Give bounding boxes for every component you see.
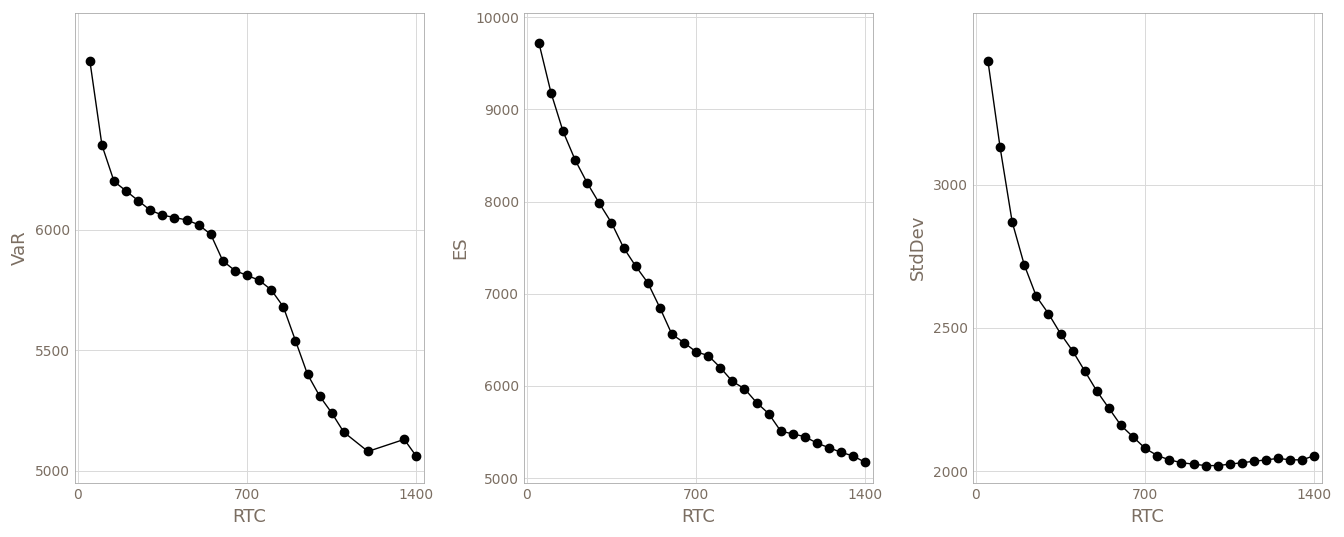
- X-axis label: RTC: RTC: [1130, 508, 1164, 526]
- Y-axis label: StdDev: StdDev: [910, 215, 927, 280]
- X-axis label: RTC: RTC: [233, 508, 266, 526]
- X-axis label: RTC: RTC: [681, 508, 715, 526]
- Y-axis label: VaR: VaR: [11, 230, 30, 265]
- Y-axis label: ES: ES: [452, 236, 469, 259]
